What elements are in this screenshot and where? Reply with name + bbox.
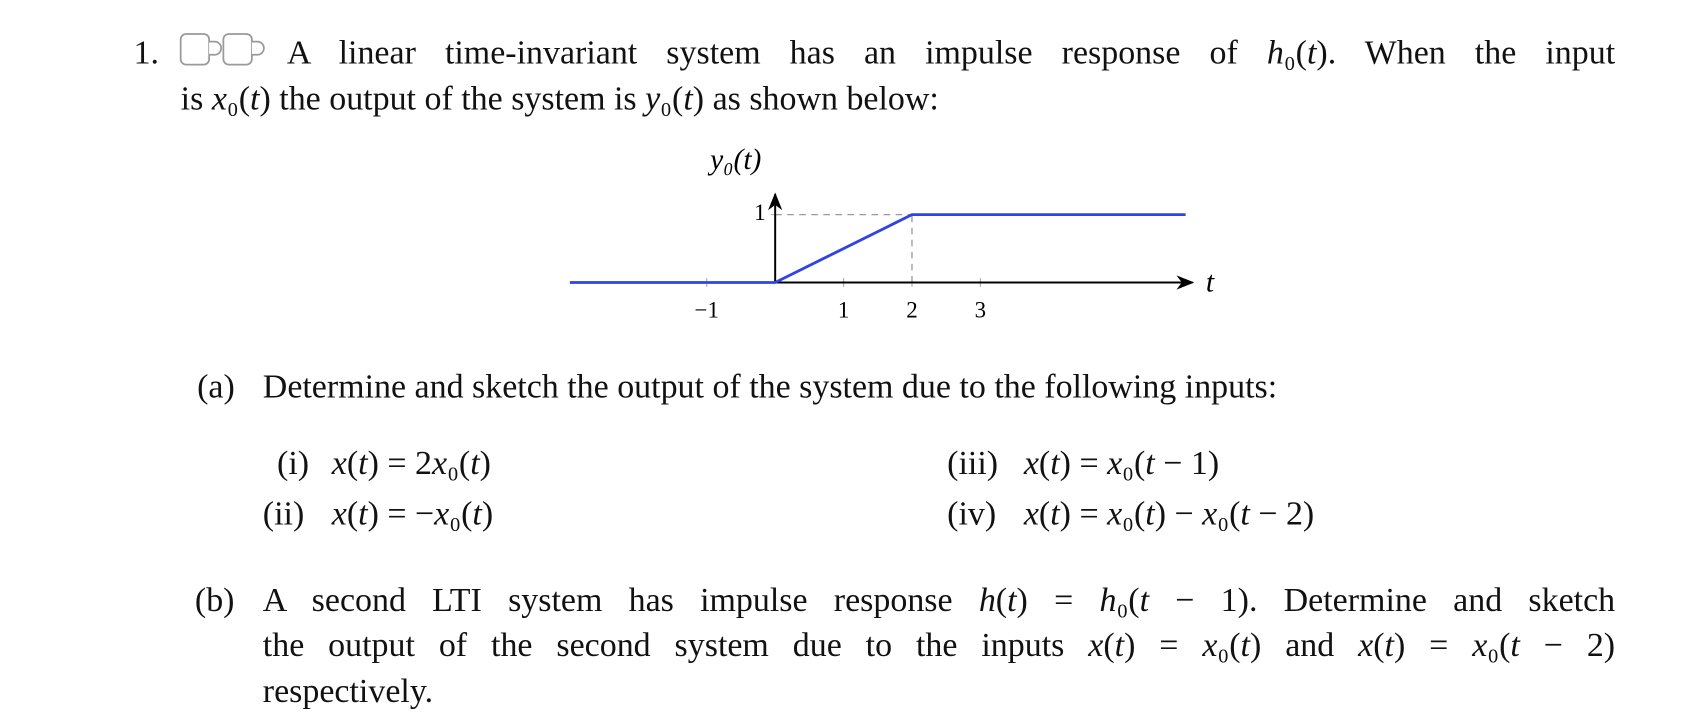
part-line: the output of the second system due to t…: [263, 622, 1615, 668]
math: x(t) = x₀(t): [1088, 625, 1262, 664]
item-math: x(t) = 2x₀(t): [331, 443, 491, 482]
part-text: Determine and sketch the output of the s…: [262, 366, 1278, 406]
chart: −1 1 2 3 1 y₀(t) t: [569, 144, 1215, 322]
item-label: (i): [277, 443, 310, 482]
intro-line: is x₀(t) the output of the system is y₀(…: [181, 76, 939, 122]
signal-line: [569, 213, 1186, 284]
part-label: (a): [197, 366, 235, 406]
math: y₀(t): [645, 78, 705, 118]
part-line: A second LTI system has impulse response…: [263, 577, 1615, 623]
mug-icons: [179, 33, 265, 66]
x-tick-label: 3: [975, 297, 987, 322]
item-label: (iv): [947, 493, 997, 533]
y-axis-label: y₀(t): [707, 144, 761, 176]
item-math: x(t) = x₀(t) − x₀(t − 2): [1023, 493, 1315, 533]
problem-number: 1.: [133, 32, 160, 72]
text-run: the output of the system is: [270, 78, 646, 118]
intro-line: A linear time-invariant system has an im…: [287, 30, 1615, 76]
math: h(t) = h₀(t − 1): [978, 580, 1249, 619]
math: x₀(t): [211, 78, 271, 118]
x-tick-label: 2: [906, 297, 918, 322]
text-run: A second LTI system has impulse response: [262, 580, 979, 619]
math: x(t) = x₀(t − 2): [1358, 625, 1616, 664]
item-math: x(t) = −x₀(t): [331, 493, 494, 533]
text-run: . When the input: [1327, 32, 1616, 72]
text-run: . Determine and sketch: [1248, 580, 1616, 619]
item-label: (iii): [947, 443, 999, 482]
x-tick-label: 1: [838, 297, 849, 322]
part-label: (b): [194, 580, 235, 619]
y-tick-label: 1: [754, 200, 765, 225]
text-run: is: [180, 78, 212, 118]
text-run: respectively.: [262, 671, 434, 710]
x-tick-label: −1: [695, 297, 719, 322]
item-label: (ii): [262, 493, 305, 533]
math: h₀(t): [1266, 32, 1328, 72]
text-run: A linear time-invariant system has an im…: [286, 32, 1267, 72]
text-run: and: [1261, 625, 1359, 664]
item-math: x(t) = x₀(t − 1): [1023, 443, 1220, 482]
x-axis-label: t: [1206, 266, 1215, 298]
part-line: respectively.: [263, 668, 433, 714]
text-run: the output of the second system due to t…: [262, 625, 1089, 664]
text-run: as shown below:: [704, 78, 939, 118]
